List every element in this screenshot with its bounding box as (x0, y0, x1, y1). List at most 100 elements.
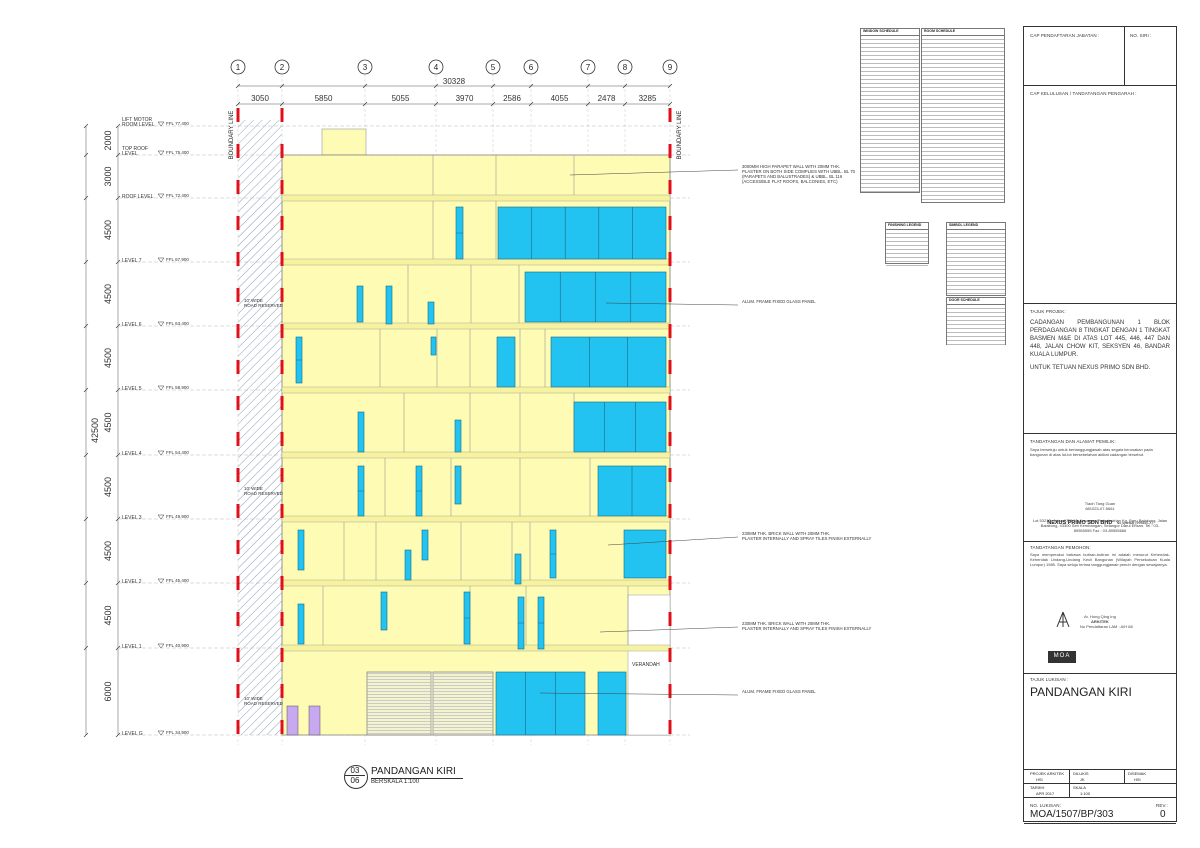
tarikh-label: TARIKH (1030, 785, 1045, 790)
roller-shutter (366, 671, 432, 736)
dilukis: JK (1080, 777, 1085, 782)
schedule-row (947, 321, 1005, 325)
schedule-row (947, 282, 1005, 286)
dim-tick (490, 83, 496, 89)
floor-height-text: 2000 (103, 130, 113, 150)
schedule-row (861, 172, 919, 176)
dim-tick (83, 645, 89, 651)
schedule-row (861, 72, 919, 76)
schedule-row (922, 52, 1004, 56)
floor-height-text: 4500 (103, 220, 113, 240)
note-text: ALUM. FRAME FIXED GLASS PANEL (742, 299, 816, 304)
schedule-row (861, 120, 919, 124)
level-name: TOP ROOF LEVEL (122, 146, 148, 157)
schedule-row (886, 230, 928, 234)
schedule-row (886, 234, 928, 238)
drawing-number-top: 03 (350, 766, 360, 775)
schedule-row (922, 72, 1004, 76)
drawing-number-circle (344, 765, 368, 789)
level-name: LEVEL 2 (122, 579, 142, 585)
level-name: ROOF LEVEL (122, 194, 154, 200)
grid-label: 3 (363, 63, 368, 72)
level-name: LEVEL G (122, 731, 143, 737)
level-ffl: FFL 45.400 (166, 578, 189, 583)
grid-label: 7 (586, 63, 591, 72)
schedule-row (886, 258, 928, 262)
roller-shutter (432, 671, 494, 736)
schedule-row (861, 168, 919, 172)
schedule-row (861, 40, 919, 44)
span-dim-text: 3285 (639, 94, 657, 103)
schedule-row (947, 313, 1005, 317)
level-triangle (157, 321, 165, 327)
dim-tick (585, 101, 591, 107)
schedule-row (922, 116, 1004, 120)
schedule-row (922, 76, 1004, 80)
level-ffl: FFL 54.400 (166, 450, 189, 455)
glass-panel (356, 285, 364, 323)
schedule-row (922, 172, 1004, 176)
dim-tick (235, 83, 241, 89)
schedule-row (922, 108, 1004, 112)
schedule-row (947, 234, 1005, 238)
schedule-row (922, 84, 1004, 88)
schedule-row (922, 120, 1004, 124)
drawing-title: PANDANGAN KIRI (371, 766, 456, 777)
level-name: LEVEL 7 (122, 258, 142, 264)
glass-panel (427, 301, 435, 325)
level-name: LEVEL 1 (122, 644, 142, 650)
schedule-row (861, 92, 919, 96)
level-name: LEVEL 6 (122, 322, 142, 328)
firm-logo-text: MOA (1053, 653, 1071, 659)
dim-tick (83, 732, 89, 738)
schedule-row (922, 152, 1004, 156)
schedule-row (947, 337, 1005, 341)
schedule-row (886, 254, 928, 258)
level-triangle (157, 385, 165, 391)
level-triangle (157, 150, 165, 156)
schedule-row (922, 104, 1004, 108)
schedule-row (886, 238, 928, 242)
schedule-row (947, 258, 1005, 262)
schedule-row (947, 278, 1005, 282)
level-name: LEVEL 5 (122, 386, 142, 392)
dim-tick (83, 259, 89, 265)
schedule-row (947, 246, 1005, 250)
dim-tick (235, 101, 241, 107)
schedule-row (861, 184, 919, 188)
tajuk-projek-label: TAJUK PROJEK: (1030, 309, 1066, 314)
schedule-row (947, 329, 1005, 333)
level-ffl: FFL 67.900 (166, 257, 189, 262)
level-triangle (157, 730, 165, 736)
glass-panel (430, 336, 437, 356)
level-ffl: FFL 40.900 (166, 643, 189, 648)
schedule-row (861, 60, 919, 64)
drawing-title-block: 03 06 PANDANGAN KIRI BERSKALA 1:100 (344, 765, 474, 793)
level-triangle (157, 643, 165, 649)
grid-label: 5 (491, 63, 496, 72)
company-name: NEXUS PRIMO SDN BHD (1047, 520, 1113, 526)
rev-label: REV.: (1156, 803, 1168, 808)
schedule-row (922, 64, 1004, 68)
dim-tick (83, 452, 89, 458)
pemilik-declaration: Saya bersetuju untuk bertanggungjawab at… (1030, 447, 1153, 457)
architect-logo (1056, 611, 1070, 628)
boundary-line-label: BOUNDARY LINE (229, 111, 235, 160)
tandatangan-pemilik-label: TANDATANGAN DAN ALAMAT PEMILIK: (1030, 439, 1116, 444)
schedule-row (947, 254, 1005, 258)
level-triangle (157, 514, 165, 520)
span-dim-text: 4055 (551, 94, 569, 103)
door-schedule: DOOR SCHEDULE (946, 297, 1006, 345)
door (286, 705, 299, 736)
grid-label: 2 (280, 63, 285, 72)
architect-reg-no: No Pendaftaran LAM : A/H 68 (1080, 624, 1133, 629)
dim-tick (279, 83, 285, 89)
schedule-row (922, 48, 1004, 52)
glass-panel (597, 671, 627, 736)
schedule-row (947, 305, 1005, 309)
note-text: 230MM THK. BRICK WALL WITH 20MM THK. PLAS… (742, 531, 872, 541)
schedule-row (861, 128, 919, 132)
architect-title: ARKITEK (1091, 619, 1109, 624)
title-block: CAP PENDAFTARAN JABATAN : NO. SIRI : CAP… (1023, 26, 1177, 824)
schedule-row (861, 176, 919, 180)
